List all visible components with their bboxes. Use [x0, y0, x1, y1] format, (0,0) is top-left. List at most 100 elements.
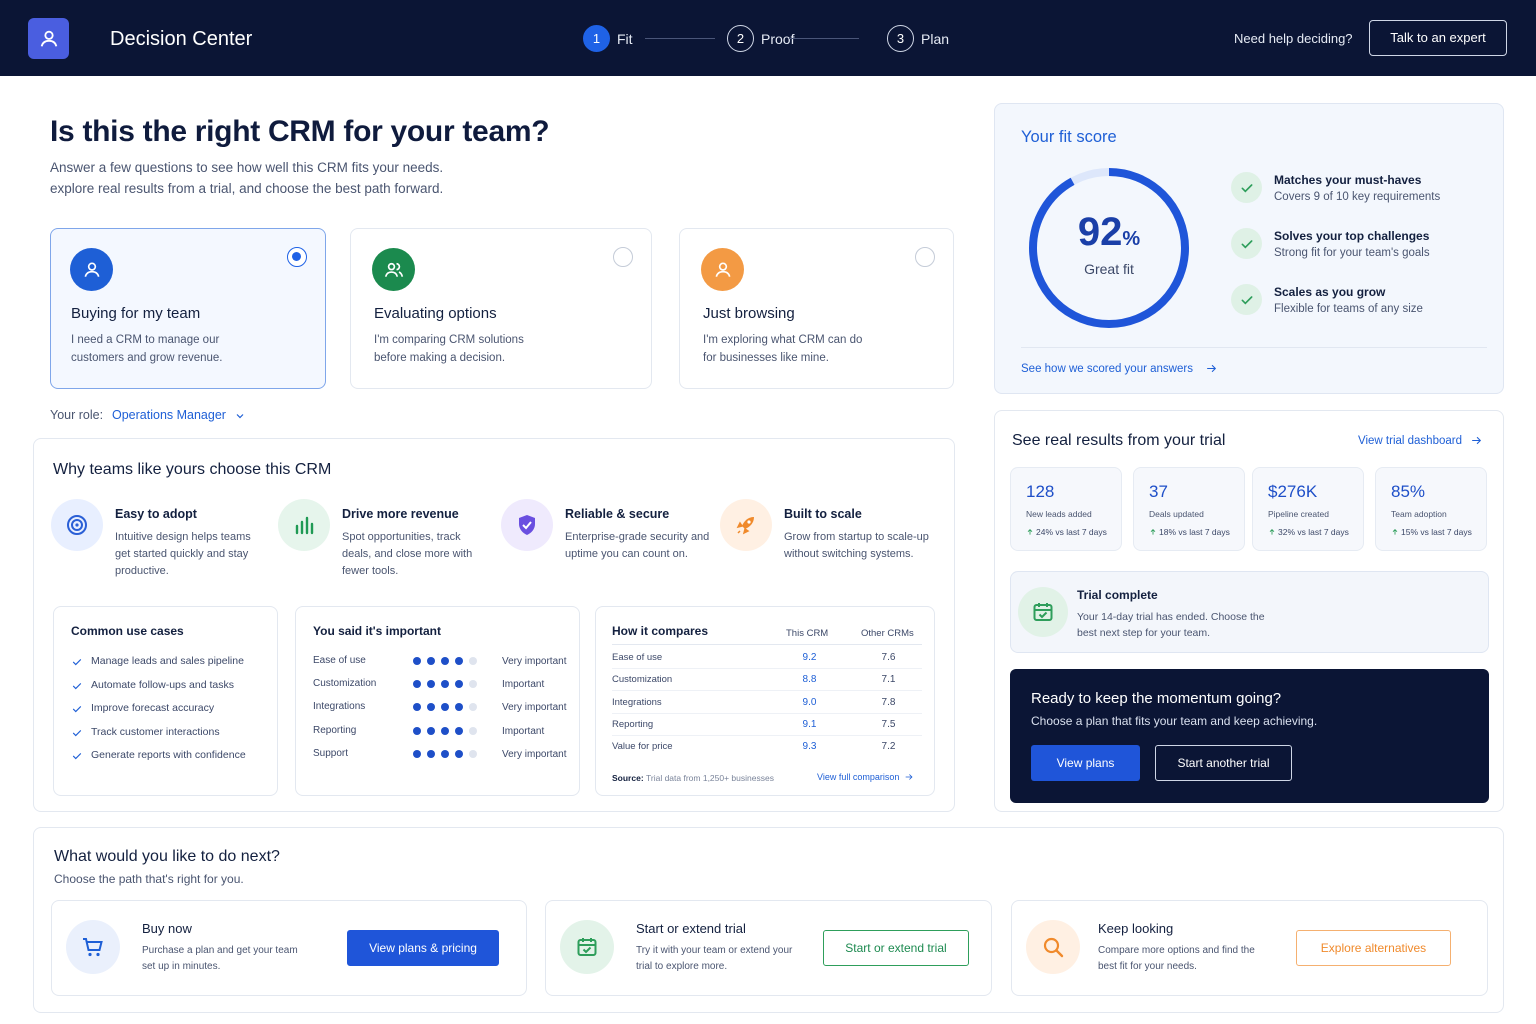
- icon-part: [519, 515, 535, 535]
- icon-part: [1207, 364, 1217, 373]
- persona-card[interactable]: Evaluating options I'm comparing CRM solu…: [350, 228, 652, 389]
- expert-button[interactable]: Talk to an expert: [1369, 20, 1507, 56]
- importance-dot: [441, 657, 449, 665]
- stat-card: $276K Pipeline created 32% vs last 7 days: [1252, 467, 1364, 551]
- option-icon: [560, 920, 614, 974]
- option-button[interactable]: View plans & pricing: [347, 930, 499, 966]
- persona-card[interactable]: Just browsing I'm exploring what CRM can …: [679, 228, 954, 389]
- fit-panel: Your fit score 92% Great fit Matches your m…: [994, 103, 1504, 394]
- importance-dot-empty: [469, 703, 477, 712]
- intro-text: Answer a few questions to see how well t…: [50, 160, 444, 175]
- importance-card: You said it's important Ease of use Very i…: [295, 606, 580, 796]
- score-unit: %: [1122, 228, 1141, 250]
- icon-part: [40, 39, 57, 47]
- importance-dot: [413, 657, 421, 665]
- importance-dot: [455, 749, 463, 758]
- importance-label: Very important: [502, 702, 567, 714]
- icon-glyph: [67, 515, 87, 535]
- change-text: 32% vs last 7 days: [1278, 527, 1349, 537]
- importance-dot: [427, 749, 435, 758]
- feature-desc: Enterprise-grade security and uptime you…: [565, 531, 710, 560]
- icon-part: [72, 682, 82, 689]
- radio[interactable]: [287, 247, 307, 267]
- check-badge: [1231, 172, 1262, 203]
- feature-icon: [720, 499, 772, 551]
- icon-part: [75, 523, 79, 527]
- option-button[interactable]: Start or extend trial: [823, 930, 969, 966]
- stat-card: 85% Team adoption 15% vs last 7 days: [1375, 467, 1487, 551]
- importance-dot-empty: [469, 726, 477, 735]
- option-button[interactable]: Explore alternatives: [1296, 930, 1451, 966]
- feature-icon: [51, 499, 103, 551]
- icon-part: [1269, 529, 1275, 535]
- persona-card[interactable]: Buying for my team I need a CRM to manage…: [50, 228, 326, 389]
- criterion: Reporting: [313, 724, 357, 736]
- fit-item-desc: Flexible for teams of any size: [1274, 303, 1423, 315]
- importance-dot: [441, 726, 449, 735]
- stat-card: 128 New leads added 24% vs last 7 days: [1010, 467, 1122, 551]
- column-header: Other CRMs: [861, 628, 914, 639]
- importance-dot: [413, 680, 421, 689]
- importance-dot: [413, 703, 421, 712]
- option-title: Start or extend trial: [636, 921, 746, 936]
- link-text: View trial dashboard: [1358, 434, 1462, 447]
- this-score: 9.1: [802, 718, 817, 730]
- step-label[interactable]: Plan: [921, 31, 950, 47]
- icon-glyph: [1043, 937, 1064, 958]
- stat-change: 32% vs last 7 days: [1268, 527, 1349, 537]
- role-label: Your role:: [50, 408, 104, 422]
- importance-dot: [441, 703, 449, 712]
- icon-part: [1055, 949, 1064, 958]
- icon-part: [72, 729, 82, 736]
- comparison-link[interactable]: View full comparison: [817, 772, 914, 782]
- feature-title: Easy to adopt: [115, 507, 197, 521]
- stat-value: 128: [1026, 482, 1055, 501]
- importance-dot: [427, 680, 435, 689]
- row-label: Ease of use: [612, 652, 663, 663]
- fit-item-title: Solves your top challenges: [1274, 229, 1430, 243]
- icon-part: [1033, 604, 1053, 621]
- icon-part: [736, 521, 750, 535]
- step-number[interactable]: 3: [887, 25, 914, 52]
- complete-title: Trial complete: [1077, 588, 1158, 602]
- persona-title: Buying for my team: [71, 305, 201, 322]
- trial-panel: See real results from your trial View tri…: [994, 410, 1504, 812]
- icon-part: [88, 952, 92, 957]
- icon-part: [522, 521, 532, 530]
- feature-title: Reliable & secure: [565, 507, 670, 521]
- logo: [28, 18, 69, 59]
- icon-part: [72, 659, 82, 666]
- arrow: [1472, 436, 1482, 445]
- importance-dot: [441, 749, 449, 758]
- fit-item-title: Scales as you grow: [1274, 285, 1386, 299]
- step-label[interactable]: Fit: [617, 31, 633, 47]
- row-label: Reporting: [612, 718, 654, 730]
- use-case: Improve forecast accuracy: [91, 702, 215, 714]
- radio[interactable]: [915, 247, 935, 267]
- importance-dot: [455, 680, 463, 689]
- step-number[interactable]: 1: [583, 25, 610, 52]
- compare-card: How it compares This CRM Other CRMs Ease of…: [595, 606, 935, 796]
- icon-glyph: [84, 262, 99, 277]
- card-title: Common use cases: [71, 624, 184, 638]
- score-link[interactable]: See how we scored your answers: [1021, 362, 1218, 375]
- importance-label: Important: [502, 679, 545, 691]
- icon-part: [1150, 529, 1156, 535]
- row-label: Customization: [612, 674, 673, 686]
- view-plans-button[interactable]: View plans: [1031, 745, 1140, 781]
- radio[interactable]: [613, 247, 633, 267]
- this-score: 8.8: [802, 674, 817, 686]
- importance-dot: [427, 657, 435, 665]
- dashboard-link[interactable]: View trial dashboard: [1358, 434, 1483, 447]
- step-label[interactable]: Proof: [761, 31, 795, 47]
- icon-part: [87, 262, 96, 271]
- other-score: 7.5: [881, 718, 896, 730]
- option-card: Buy now Purchase a plan and get your team…: [51, 900, 527, 996]
- role-select[interactable]: Operations Manager: [112, 408, 246, 422]
- momentum-title: Ready to keep the momentum going?: [1031, 690, 1282, 707]
- step-number[interactable]: 2: [727, 25, 754, 52]
- trial-title: See real results from your trial: [1012, 432, 1226, 449]
- another-trial-button[interactable]: Start another trial: [1155, 745, 1292, 781]
- importance-dot-empty: [469, 680, 477, 689]
